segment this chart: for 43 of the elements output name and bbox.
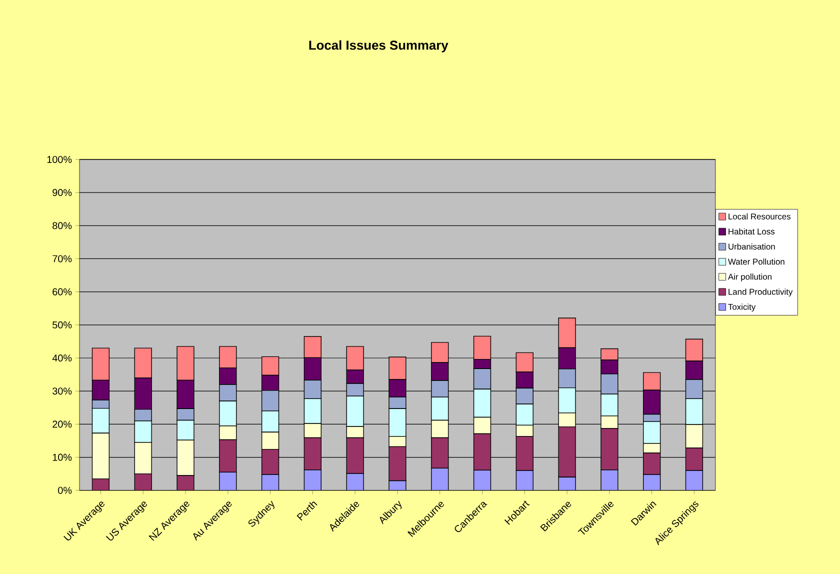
y-tick-label: 0% [58,486,72,494]
bar [346,473,364,490]
legend-label: Toxicity [728,304,756,312]
y-tick-label: 50% [52,321,72,328]
bar [685,448,704,471]
legend-label: Urbanisation [728,243,775,250]
bar [431,437,449,469]
bar [643,474,661,490]
legend-label: Air pollution [728,273,772,282]
bar [643,452,661,475]
legend-label: Habitat Loss [728,228,775,234]
bar [600,469,618,490]
y-tick-label: 80% [52,222,72,230]
y-tick-label: 70% [52,255,72,262]
bar [346,437,364,474]
bar [473,433,492,470]
bar [388,446,406,482]
bar [219,472,237,490]
legend-label: Water Pollution [728,258,784,265]
bar [558,426,576,478]
y-tick-label: 30% [52,388,72,395]
y-tick-label: 100% [47,156,72,163]
bar [134,473,152,490]
bar [261,448,280,475]
bar [685,470,704,490]
y-tick-label: 20% [52,420,72,428]
bar [431,468,449,490]
legend-label: Local Resources [728,213,790,220]
bar [92,478,110,490]
bar [304,469,322,490]
bar [516,470,534,490]
bar [473,470,492,490]
y-tick-label: 90% [52,188,72,196]
bar [600,428,618,470]
y-tick-label: 10% [52,454,72,461]
y-tick-label: 40% [52,354,72,362]
chart-title: Local Issues Summary [309,40,448,52]
bar [304,437,322,470]
legend-label: Land Productivity [728,288,793,296]
bar [219,439,237,472]
bar [516,436,534,471]
y-tick-label: 60% [52,288,72,296]
bar [261,474,280,490]
